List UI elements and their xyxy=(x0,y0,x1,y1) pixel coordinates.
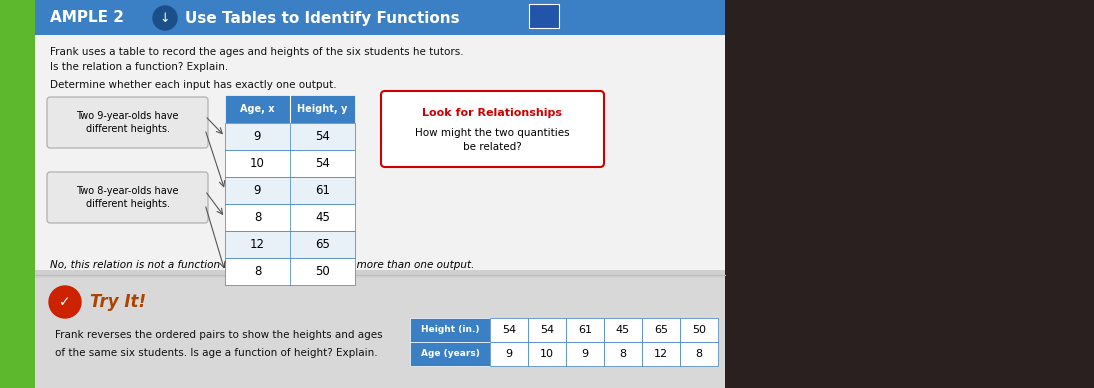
FancyBboxPatch shape xyxy=(528,342,566,366)
Text: 12: 12 xyxy=(654,349,668,359)
Text: 9: 9 xyxy=(254,184,261,197)
Text: Age (years): Age (years) xyxy=(420,350,479,359)
Text: 45: 45 xyxy=(315,211,330,224)
FancyBboxPatch shape xyxy=(566,342,604,366)
FancyBboxPatch shape xyxy=(47,97,208,148)
Circle shape xyxy=(49,286,81,318)
Text: Frank reverses the ordered pairs to show the heights and ages: Frank reverses the ordered pairs to show… xyxy=(55,330,383,340)
FancyBboxPatch shape xyxy=(410,318,490,342)
FancyBboxPatch shape xyxy=(528,318,566,342)
Text: 54: 54 xyxy=(540,325,554,335)
Text: AMPLE 2: AMPLE 2 xyxy=(50,10,124,26)
FancyBboxPatch shape xyxy=(225,123,354,150)
FancyBboxPatch shape xyxy=(604,318,642,342)
FancyBboxPatch shape xyxy=(225,177,354,204)
Text: 54: 54 xyxy=(502,325,516,335)
Text: 10: 10 xyxy=(540,349,554,359)
Text: 65: 65 xyxy=(654,325,668,335)
FancyBboxPatch shape xyxy=(410,342,490,366)
Text: 61: 61 xyxy=(578,325,592,335)
Text: of the same six students. Is age a function of height? Explain.: of the same six students. Is age a funct… xyxy=(55,348,377,358)
Text: Height, y: Height, y xyxy=(298,104,348,114)
FancyBboxPatch shape xyxy=(35,0,725,35)
FancyBboxPatch shape xyxy=(529,4,559,28)
Text: Try It!: Try It! xyxy=(90,293,147,311)
Text: 65: 65 xyxy=(315,238,330,251)
Text: No, this relation is not a function because two inputs have more than one output: No, this relation is not a function beca… xyxy=(50,260,475,270)
Text: 10: 10 xyxy=(251,157,265,170)
Text: 9: 9 xyxy=(505,349,513,359)
FancyBboxPatch shape xyxy=(642,318,680,342)
Text: 8: 8 xyxy=(254,211,261,224)
Text: 54: 54 xyxy=(315,157,330,170)
Text: 45: 45 xyxy=(616,325,630,335)
FancyBboxPatch shape xyxy=(604,342,642,366)
FancyBboxPatch shape xyxy=(566,318,604,342)
Text: ✓: ✓ xyxy=(59,295,71,309)
FancyBboxPatch shape xyxy=(0,0,35,388)
Text: ↓: ↓ xyxy=(160,12,171,24)
Text: Determine whether each input has exactly one output.: Determine whether each input has exactly… xyxy=(50,80,337,90)
FancyBboxPatch shape xyxy=(680,318,718,342)
Text: 61: 61 xyxy=(315,184,330,197)
Text: Is the relation a function? Explain.: Is the relation a function? Explain. xyxy=(50,62,229,72)
Text: Two 9-year-olds have
different heights.: Two 9-year-olds have different heights. xyxy=(77,111,178,134)
FancyBboxPatch shape xyxy=(225,95,354,123)
FancyBboxPatch shape xyxy=(225,150,354,177)
Text: 12: 12 xyxy=(251,238,265,251)
FancyBboxPatch shape xyxy=(490,342,528,366)
Text: Look for Relationships: Look for Relationships xyxy=(422,108,562,118)
Text: 8: 8 xyxy=(696,349,702,359)
Text: 8: 8 xyxy=(254,265,261,278)
Text: 8: 8 xyxy=(619,349,627,359)
Text: Frank uses a table to record the ages and heights of the six students he tutors.: Frank uses a table to record the ages an… xyxy=(50,47,464,57)
FancyBboxPatch shape xyxy=(490,318,528,342)
FancyBboxPatch shape xyxy=(225,204,354,231)
Text: Use Tables to Identify Functions: Use Tables to Identify Functions xyxy=(185,10,459,26)
Circle shape xyxy=(153,6,177,30)
FancyBboxPatch shape xyxy=(35,0,725,388)
FancyBboxPatch shape xyxy=(35,270,725,388)
Text: Height (in.): Height (in.) xyxy=(421,326,479,334)
Text: 9: 9 xyxy=(254,130,261,143)
Text: Two 8-year-olds have
different heights.: Two 8-year-olds have different heights. xyxy=(77,186,178,209)
Text: How might the two quantities
be related?: How might the two quantities be related? xyxy=(416,128,570,152)
FancyBboxPatch shape xyxy=(47,172,208,223)
FancyBboxPatch shape xyxy=(225,258,354,285)
Text: 50: 50 xyxy=(693,325,706,335)
Text: 54: 54 xyxy=(315,130,330,143)
Text: 50: 50 xyxy=(315,265,330,278)
FancyBboxPatch shape xyxy=(225,231,354,258)
Text: 9: 9 xyxy=(581,349,589,359)
FancyBboxPatch shape xyxy=(381,91,604,167)
FancyBboxPatch shape xyxy=(690,0,1094,388)
FancyBboxPatch shape xyxy=(35,278,725,388)
FancyBboxPatch shape xyxy=(642,342,680,366)
FancyBboxPatch shape xyxy=(680,342,718,366)
Text: Age, x: Age, x xyxy=(241,104,275,114)
